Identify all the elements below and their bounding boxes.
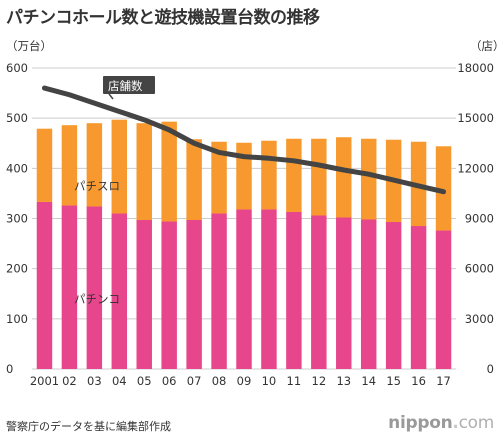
- bar-pachinko: [360, 219, 377, 369]
- right-tick-label: 0: [487, 362, 494, 376]
- bar-pachislot: [261, 140, 277, 210]
- x-tick-label: 11: [287, 374, 302, 388]
- left-tick-label: 600: [6, 61, 28, 75]
- x-tick-label: 13: [336, 374, 351, 388]
- bar-pachislot: [186, 139, 202, 221]
- bar-pachislot: [286, 138, 302, 212]
- bar-pachinko: [111, 213, 128, 369]
- bar-pachinko: [186, 220, 202, 369]
- pachinko-label: パチンコ: [74, 292, 120, 306]
- x-tick-label: 08: [212, 374, 227, 388]
- bar-pachinko: [161, 221, 177, 369]
- bar-pachislot: [435, 146, 452, 231]
- logo-tld: com: [458, 413, 495, 433]
- x-tick-label: 15: [386, 374, 401, 388]
- right-tick-label: 18000: [457, 61, 494, 75]
- pachislot-label: パチスロ: [74, 179, 120, 193]
- left-tick-label: 0: [6, 362, 13, 376]
- bar-pachislot: [111, 119, 128, 214]
- logo-brand: nippon: [388, 413, 453, 433]
- x-tick-label: 02: [62, 374, 77, 388]
- bar-pachinko: [410, 226, 427, 369]
- chart-title: パチンコホール数と遊技機設置台数の推移: [6, 8, 320, 28]
- left-tick-label: 100: [6, 312, 28, 326]
- left-tick-label: 500: [6, 111, 28, 125]
- bar-pachinko: [61, 205, 78, 369]
- bar-pachinko: [36, 201, 53, 369]
- bar-pachislot: [36, 128, 53, 202]
- nippon-logo: nippon.com: [388, 413, 494, 433]
- left-axis-unit: （万台）: [6, 39, 52, 53]
- x-tick-label: 06: [162, 374, 177, 388]
- bar-pachislot: [360, 138, 377, 220]
- bar-pachislot: [311, 138, 327, 216]
- x-tick-label: 10: [262, 374, 277, 388]
- bar-pachislot: [86, 123, 103, 207]
- left-tick-label: 400: [6, 161, 28, 175]
- right-tick-label: 3000: [465, 312, 494, 326]
- x-tick-label: 14: [361, 374, 376, 388]
- bar-pachislot: [211, 141, 227, 214]
- bar-pachinko: [211, 213, 227, 369]
- bar-pachislot: [161, 121, 177, 222]
- x-tick-label: 17: [436, 374, 451, 388]
- bar-pachinko: [261, 209, 277, 369]
- bar-pachinko: [86, 206, 103, 369]
- bar-pachislot: [61, 125, 78, 206]
- right-tick-label: 6000: [465, 262, 494, 276]
- bar-pachinko: [236, 209, 252, 369]
- right-tick-label: 9000: [465, 212, 494, 226]
- right-tick-label: 15000: [457, 111, 494, 125]
- x-tick-label: 2001: [30, 374, 59, 388]
- x-tick-label: 12: [312, 374, 327, 388]
- bar-pachinko: [385, 222, 402, 369]
- right-tick-label: 12000: [457, 161, 494, 175]
- right-axis-unit: （店）: [470, 39, 500, 53]
- bar-pachislot: [236, 142, 252, 210]
- bar-pachinko: [336, 217, 352, 369]
- left-tick-label: 200: [6, 262, 28, 276]
- left-tick-label: 300: [6, 212, 28, 226]
- bar-pachinko: [311, 215, 327, 369]
- bar-pachislot: [136, 123, 152, 221]
- bar-pachinko: [136, 220, 152, 369]
- x-tick-label: 07: [187, 374, 202, 388]
- logo-dot: .: [452, 413, 459, 433]
- source-note: 警察庁のデータを基に編集部作成: [6, 420, 171, 433]
- store-count-label: 店舗数: [103, 76, 155, 100]
- x-tick-label: 04: [112, 374, 127, 388]
- x-tick-label: 16: [411, 374, 426, 388]
- x-tick-label: 05: [137, 374, 152, 388]
- x-tick-label: 09: [237, 374, 252, 388]
- store-count-label-text: 店舗数: [108, 79, 143, 93]
- x-tick-label: 03: [87, 374, 102, 388]
- bar-pachinko: [435, 230, 452, 369]
- bar-pachislot: [336, 137, 352, 218]
- bar-pachinko: [286, 211, 302, 369]
